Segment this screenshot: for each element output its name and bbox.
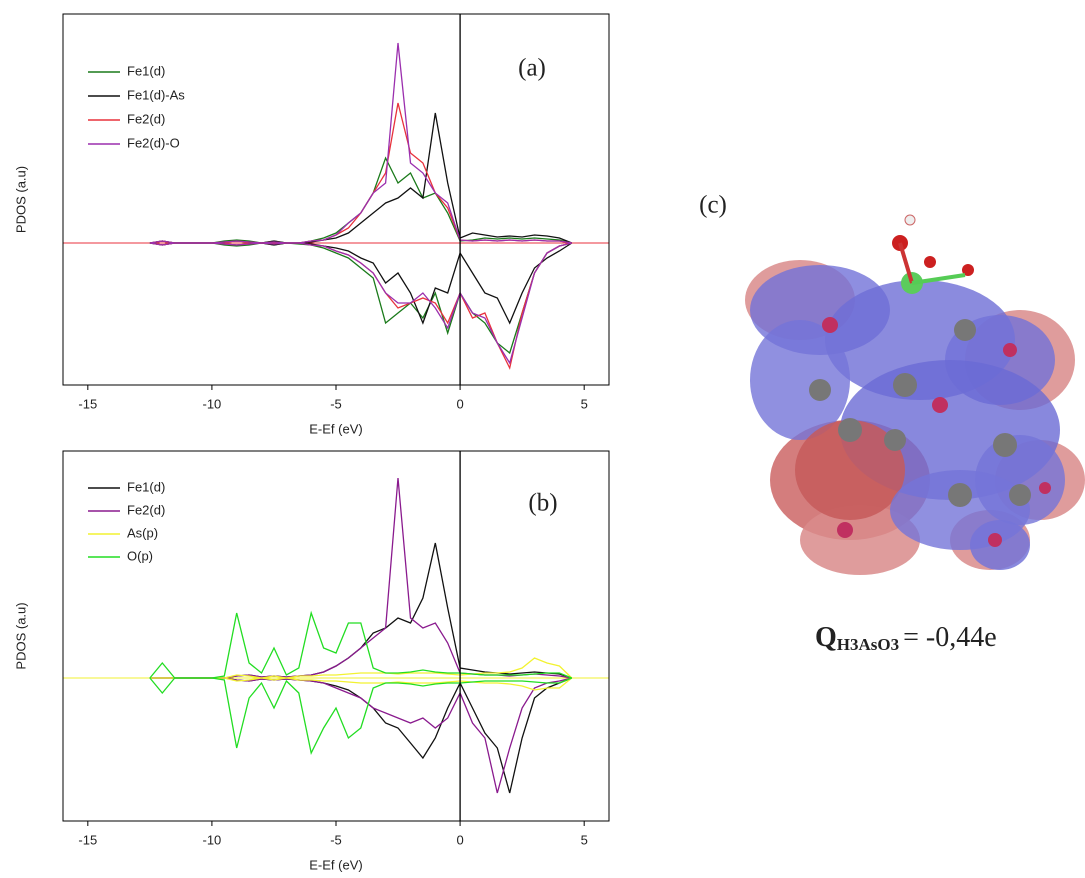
legend-label: Fe2(d)	[127, 111, 165, 126]
x-tick-label: 0	[456, 832, 463, 847]
pdos-line	[150, 678, 572, 753]
x-axis-label: E-Ef (eV)	[309, 421, 362, 436]
legend-label: Fe2(d)-O	[127, 135, 180, 150]
molecule-illustration	[745, 215, 1085, 575]
charge-symbol: Q	[815, 622, 837, 653]
pdos-line	[150, 678, 572, 690]
x-tick-label: 5	[581, 396, 588, 411]
legend-label: Fe1(d)	[127, 63, 165, 78]
pdos-line	[150, 43, 572, 243]
x-tick-label: -10	[203, 396, 222, 411]
x-axis-label: E-Ef (eV)	[309, 857, 362, 872]
legend-label: As(p)	[127, 525, 158, 540]
pdos-line	[150, 478, 572, 678]
pdos-line	[150, 243, 572, 353]
panel-label: (a)	[518, 55, 546, 82]
pdos-line	[150, 158, 572, 243]
charge-value: = -0,44e	[903, 622, 997, 653]
x-tick-label: -10	[203, 832, 222, 847]
x-tick-label: -15	[78, 832, 97, 847]
panel-label: (c)	[699, 192, 727, 219]
pdos-line	[150, 678, 572, 793]
pdos-line	[150, 103, 572, 243]
figure: (c) QH3AsO3= -0,44e Fe1(d) Fe1(d)-As Fe2(d…	[0, 0, 1085, 878]
panel-label: (b)	[528, 490, 557, 517]
charge-label: QH3AsO3= -0,44e	[815, 622, 997, 653]
y-axis-label: PDOS (a.u)	[13, 602, 28, 669]
legend-label: Fe1(d)	[127, 479, 165, 494]
charge-subscript: H3AsO3	[837, 635, 899, 654]
pdos-line	[150, 613, 572, 678]
legend-label: O(p)	[127, 548, 153, 563]
legend-label: Fe2(d)	[127, 502, 165, 517]
x-tick-label: 5	[581, 832, 588, 847]
pdos-line	[150, 678, 572, 793]
x-tick-label: 0	[456, 396, 463, 411]
pdos-line	[150, 543, 572, 678]
pdos-line	[150, 243, 572, 368]
x-tick-label: -15	[78, 396, 97, 411]
x-tick-label: -5	[330, 396, 342, 411]
pdos-line	[150, 243, 572, 323]
pdos-line	[150, 243, 572, 363]
x-tick-label: -5	[330, 832, 342, 847]
pdos-line	[150, 113, 572, 243]
y-axis-label: PDOS (a.u)	[13, 166, 28, 233]
legend-label: Fe1(d)-As	[127, 87, 185, 102]
